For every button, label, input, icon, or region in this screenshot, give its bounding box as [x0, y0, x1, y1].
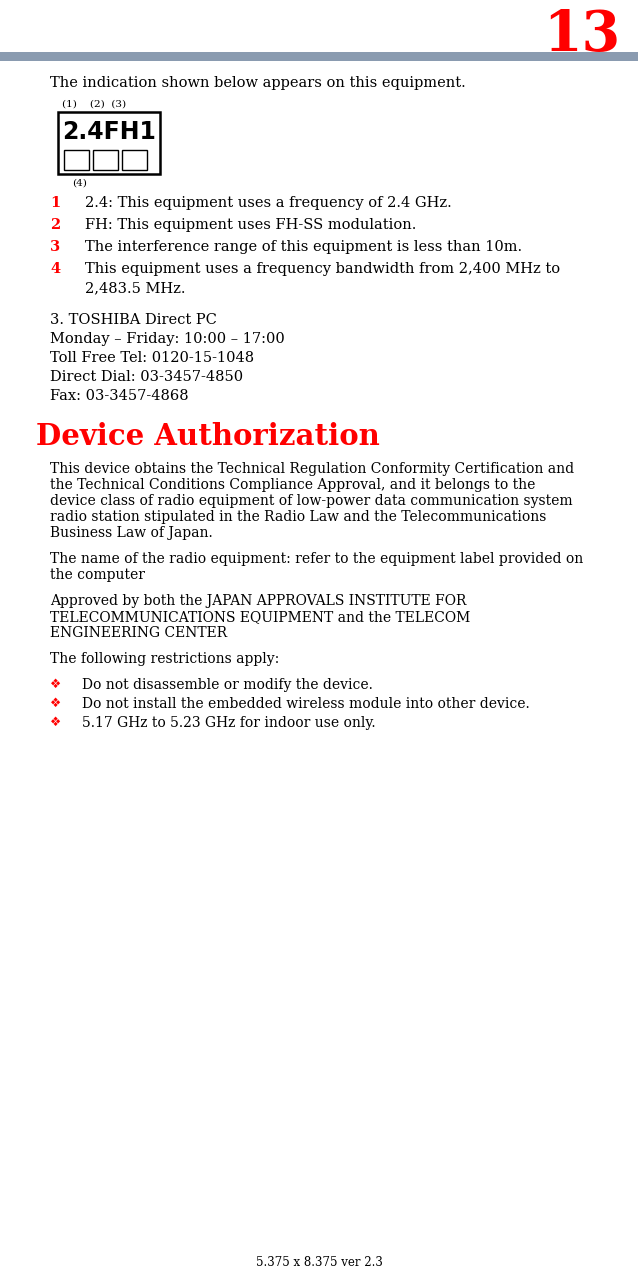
Text: (4): (4)	[72, 179, 87, 188]
Text: Monday – Friday: 10:00 – 17:00: Monday – Friday: 10:00 – 17:00	[50, 331, 285, 345]
Text: the computer: the computer	[50, 568, 145, 582]
Bar	[93, 150, 118, 170]
Text: ❖: ❖	[50, 697, 61, 710]
Text: Approved by both the JAPAN APPROVALS INSTITUTE FOR: Approved by both the JAPAN APPROVALS INS…	[50, 594, 466, 608]
Text: 2: 2	[50, 218, 60, 232]
Text: (1)    (2)  (3): (1) (2) (3)	[62, 100, 126, 109]
Bar	[122, 150, 147, 170]
Text: 2.4FH1: 2.4FH1	[62, 119, 156, 144]
Text: radio station stipulated in the Radio Law and the Telecommunications: radio station stipulated in the Radio La…	[50, 511, 546, 525]
Text: 4: 4	[50, 262, 60, 276]
Text: device class of radio equipment of low-power data communication system: device class of radio equipment of low-p…	[50, 494, 573, 508]
Text: Do not install the embedded wireless module into other device.: Do not install the embedded wireless mod…	[82, 697, 530, 711]
Text: Toll Free Tel: 0120-15-1048: Toll Free Tel: 0120-15-1048	[50, 351, 254, 364]
Text: This equipment uses a frequency bandwidth from 2,400 MHz to: This equipment uses a frequency bandwidt…	[85, 262, 560, 276]
Text: ❖: ❖	[50, 716, 61, 729]
Text: the Technical Conditions Compliance Approval, and it belongs to the: the Technical Conditions Compliance Appr…	[50, 478, 535, 491]
Text: Business Law of Japan.: Business Law of Japan.	[50, 526, 212, 540]
Text: Do not disassemble or modify the device.: Do not disassemble or modify the device.	[82, 678, 373, 692]
Text: Device Authorization: Device Authorization	[36, 422, 380, 451]
Text: 2,483.5 MHz.: 2,483.5 MHz.	[85, 281, 186, 295]
Text: 5.17 GHz to 5.23 GHz for indoor use only.: 5.17 GHz to 5.23 GHz for indoor use only…	[82, 716, 376, 730]
Text: TELECOMMUNICATIONS EQUIPMENT and the TELECOM: TELECOMMUNICATIONS EQUIPMENT and the TEL…	[50, 610, 470, 624]
Text: This device obtains the Technical Regulation Conformity Certification and: This device obtains the Technical Regula…	[50, 462, 574, 476]
Text: 2.4: This equipment uses a frequency of 2.4 GHz.: 2.4: This equipment uses a frequency of …	[85, 196, 452, 210]
Bar	[58, 112, 160, 174]
Text: ENGINEERING CENTER: ENGINEERING CENTER	[50, 626, 227, 640]
Bar	[64, 150, 89, 170]
Bar	[0, 52, 638, 61]
Text: Direct Dial: 03-3457-4850: Direct Dial: 03-3457-4850	[50, 370, 243, 384]
Text: The name of the radio equipment: refer to the equipment label provided on: The name of the radio equipment: refer t…	[50, 552, 583, 566]
Text: 5.375 x 8.375 ver 2.3: 5.375 x 8.375 ver 2.3	[256, 1256, 382, 1269]
Text: Fax: 03-3457-4868: Fax: 03-3457-4868	[50, 389, 189, 403]
Text: 3. TOSHIBA Direct PC: 3. TOSHIBA Direct PC	[50, 312, 217, 326]
Text: 13: 13	[543, 8, 620, 64]
Text: 3: 3	[50, 240, 60, 254]
Text: FH: This equipment uses FH-SS modulation.: FH: This equipment uses FH-SS modulation…	[85, 218, 417, 232]
Text: The indication shown below appears on this equipment.: The indication shown below appears on th…	[50, 76, 466, 90]
Text: The following restrictions apply:: The following restrictions apply:	[50, 652, 279, 665]
Text: The interference range of this equipment is less than 10m.: The interference range of this equipment…	[85, 240, 522, 254]
Text: ❖: ❖	[50, 678, 61, 691]
Text: 1: 1	[50, 196, 60, 210]
